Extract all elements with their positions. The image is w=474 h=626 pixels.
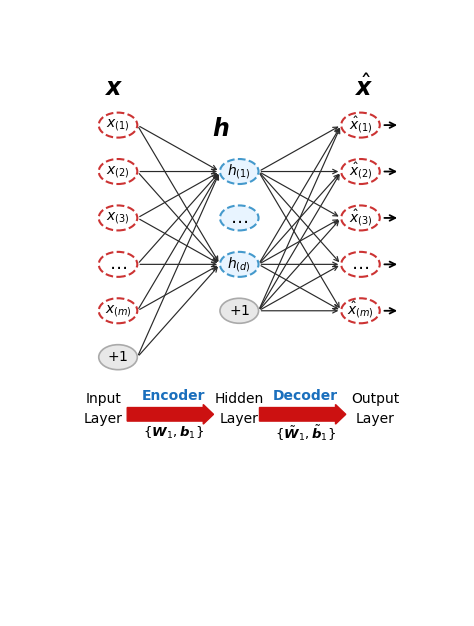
Ellipse shape (220, 252, 258, 277)
Text: $\ldots$: $\ldots$ (352, 255, 369, 274)
Text: $x_{(m)}$: $x_{(m)}$ (105, 303, 131, 319)
Ellipse shape (341, 113, 380, 138)
Ellipse shape (341, 252, 380, 277)
Ellipse shape (99, 113, 137, 138)
Text: $\{\boldsymbol{W}_1, \boldsymbol{b}_1\}$: $\{\boldsymbol{W}_1, \boldsymbol{b}_1\}$ (143, 425, 204, 441)
Text: $+1$: $+1$ (108, 350, 128, 364)
Ellipse shape (99, 205, 137, 230)
Text: $\hat{x}_{(3)}$: $\hat{x}_{(3)}$ (349, 207, 372, 228)
Text: $\hat{x}_{(m)}$: $\hat{x}_{(m)}$ (347, 300, 374, 321)
Ellipse shape (99, 345, 137, 370)
Ellipse shape (220, 159, 258, 184)
Text: Input: Input (85, 392, 121, 406)
Text: $\boldsymbol{h}$: $\boldsymbol{h}$ (212, 116, 229, 141)
Text: Layer: Layer (220, 412, 259, 426)
Ellipse shape (99, 252, 137, 277)
Text: $\boldsymbol{x}$: $\boldsymbol{x}$ (105, 76, 124, 100)
Text: $\hat{x}_{(2)}$: $\hat{x}_{(2)}$ (349, 161, 372, 182)
Text: Encoder: Encoder (141, 389, 205, 403)
Text: $h_{(1)}$: $h_{(1)}$ (228, 162, 251, 181)
Text: $x_{(3)}$: $x_{(3)}$ (106, 210, 130, 226)
FancyArrow shape (127, 404, 214, 424)
FancyArrow shape (259, 404, 346, 424)
Ellipse shape (341, 298, 380, 323)
Text: Layer: Layer (84, 412, 123, 426)
Text: Output: Output (351, 392, 399, 406)
Text: $\hat{\boldsymbol{x}}$: $\hat{\boldsymbol{x}}$ (355, 74, 374, 101)
Text: $x_{(2)}$: $x_{(2)}$ (106, 163, 130, 180)
Ellipse shape (341, 205, 380, 230)
Text: $x_{(1)}$: $x_{(1)}$ (106, 117, 130, 133)
Ellipse shape (220, 205, 258, 230)
Ellipse shape (341, 159, 380, 184)
Ellipse shape (99, 159, 137, 184)
Text: $\ldots$: $\ldots$ (230, 209, 248, 227)
Text: Decoder: Decoder (273, 389, 338, 403)
Text: $\{\tilde{\boldsymbol{W}}_1, \tilde{\boldsymbol{b}}_1\}$: $\{\tilde{\boldsymbol{W}}_1, \tilde{\bol… (275, 423, 336, 443)
Text: Hidden: Hidden (215, 392, 264, 406)
Text: $\hat{x}_{(1)}$: $\hat{x}_{(1)}$ (349, 115, 372, 136)
Text: $\ldots$: $\ldots$ (109, 255, 127, 274)
Text: $+1$: $+1$ (228, 304, 250, 318)
Text: Layer: Layer (356, 412, 395, 426)
Ellipse shape (99, 298, 137, 323)
Text: $h_{(d)}$: $h_{(d)}$ (228, 255, 251, 274)
Ellipse shape (220, 298, 258, 323)
